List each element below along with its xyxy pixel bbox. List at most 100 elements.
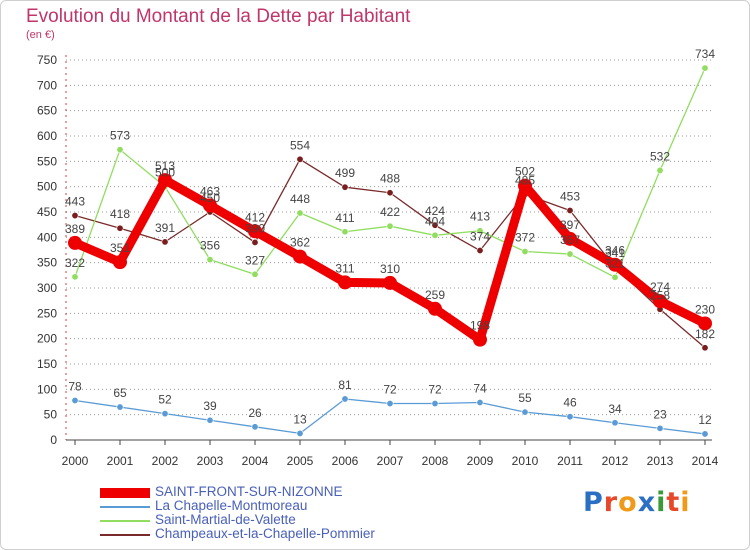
x-tick-label: 2007: [377, 454, 404, 468]
data-point: [251, 423, 259, 431]
data-point: [386, 189, 394, 197]
data-label: 573: [110, 129, 130, 143]
data-point: [206, 256, 214, 264]
data-label: 34: [608, 402, 622, 416]
data-point: [293, 249, 307, 264]
data-label: 356: [200, 239, 220, 253]
data-label: 424: [425, 204, 445, 218]
data-point: [518, 178, 532, 193]
data-point: [296, 155, 304, 163]
data-point: [611, 419, 619, 427]
data-point: [161, 238, 169, 246]
data-label: 274: [650, 280, 670, 294]
data-point: [251, 270, 259, 278]
data-label: 488: [380, 172, 400, 186]
data-point: [701, 344, 709, 352]
data-label: 46: [563, 396, 577, 410]
y-tick-label: 150: [37, 357, 57, 371]
data-label: 411: [335, 211, 354, 225]
data-label: 72: [383, 383, 397, 397]
legend-label: Saint-Martial-de-Valette: [155, 512, 296, 527]
x-tick-label: 2009: [467, 454, 494, 468]
logo-letter: P: [583, 487, 604, 518]
legend-item-saint-martial: Saint-Martial-de-Valette: [100, 512, 430, 528]
legend-swatch: [100, 506, 150, 508]
x-tick-label: 2014: [692, 454, 719, 468]
data-label: 362: [290, 236, 310, 250]
y-tick-label: 200: [37, 332, 57, 346]
data-point: [566, 250, 574, 258]
logo-letter: o: [618, 487, 638, 518]
data-label: 259: [425, 288, 445, 302]
data-point: [341, 183, 349, 191]
data-label: 513: [155, 159, 175, 173]
data-label: 532: [650, 149, 670, 163]
data-label: 182: [695, 327, 715, 341]
data-point: [653, 294, 667, 309]
data-point: [116, 403, 124, 411]
data-label: 310: [380, 262, 400, 276]
data-point: [71, 273, 79, 281]
data-point: [113, 255, 127, 270]
data-label: 258: [650, 288, 670, 302]
data-label: 389: [65, 222, 85, 236]
data-label: 443: [65, 195, 85, 209]
y-tick-label: 0: [50, 433, 57, 447]
legend-label: Champeaux-et-la-Chapelle-Pommier: [155, 526, 375, 541]
data-label: 367: [560, 233, 580, 247]
x-tick-label: 2000: [62, 454, 89, 468]
logo-letter: r: [603, 487, 619, 518]
y-tick-label: 400: [37, 230, 57, 244]
data-point: [431, 221, 439, 229]
y-tick-label: 750: [37, 53, 57, 67]
data-label: 23: [653, 407, 667, 421]
logo-letter: i: [680, 487, 691, 518]
legend-item-saint-front: SAINT-FRONT-SUR-NIZONNE: [100, 485, 430, 500]
data-label: 422: [380, 205, 400, 219]
logo-letter: t: [666, 487, 681, 518]
data-label: 500: [155, 166, 175, 180]
data-label: 65: [113, 386, 127, 400]
data-label: 52: [158, 393, 172, 407]
data-label: 230: [695, 302, 715, 316]
y-tick-label: 500: [37, 180, 57, 194]
x-tick-label: 2001: [107, 454, 134, 468]
logo-letter: i: [656, 487, 667, 518]
x-tick-label: 2003: [197, 454, 224, 468]
y-tick-label: 550: [37, 154, 57, 168]
data-label: 463: [200, 184, 220, 198]
data-point: [611, 273, 619, 281]
data-label: 26: [248, 406, 262, 420]
y-tick-label: 450: [37, 205, 57, 219]
data-label: 453: [560, 189, 580, 203]
legend-swatch: [100, 534, 150, 536]
data-point: [521, 248, 529, 256]
legend-item-la-chapelle: La Chapelle-Montmoreau: [100, 499, 430, 514]
data-point: [608, 257, 622, 272]
data-label: 74: [473, 382, 487, 396]
data-point: [428, 301, 442, 316]
y-tick-label: 100: [37, 382, 57, 396]
x-tick-label: 2008: [422, 454, 449, 468]
y-tick-label: 250: [37, 306, 57, 320]
data-label: 198: [470, 319, 490, 333]
data-point: [473, 332, 487, 347]
logo-letter: x: [637, 487, 657, 518]
data-point: [701, 64, 709, 72]
x-tick-label: 2005: [287, 454, 314, 468]
data-label: 374: [470, 230, 490, 244]
data-label: 502: [515, 165, 535, 179]
data-label: 81: [338, 378, 352, 392]
data-point: [431, 231, 439, 239]
data-point: [656, 166, 664, 174]
y-tick-label: 700: [37, 78, 57, 92]
data-point: [203, 198, 217, 213]
data-point: [431, 400, 439, 408]
x-tick-label: 2004: [242, 454, 269, 468]
x-tick-label: 2006: [332, 454, 359, 468]
data-point: [206, 416, 214, 424]
x-tick-label: 2011: [557, 454, 583, 468]
y-tick-label: 600: [37, 129, 57, 143]
y-tick-label: 50: [44, 408, 58, 422]
